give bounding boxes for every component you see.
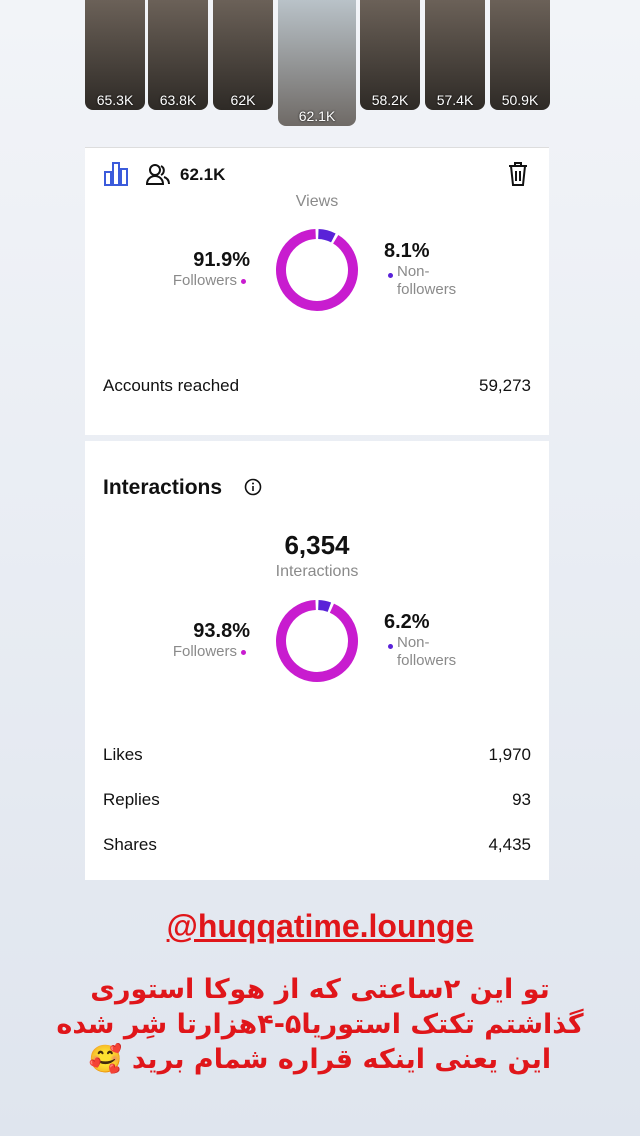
accounts-row: Accounts reached 59,273 <box>103 376 531 396</box>
non-followers-pct: 6.2% <box>384 611 430 633</box>
legend-dot <box>388 644 393 649</box>
followers-legend: 93.8% Followers <box>173 620 250 660</box>
story-views: 62K <box>230 92 256 108</box>
metric-label: Likes <box>103 745 143 764</box>
interactions-title: Interactions <box>103 476 223 499</box>
metric-row: Replies 93 <box>103 790 531 810</box>
non-followers-legend: 8.1% Non-followers <box>384 240 464 299</box>
story-thumb[interactable]: 57.4K <box>425 0 485 110</box>
handle[interactable]: @huqqatime.lounge <box>166 908 474 944</box>
interactions-section: Interactions 6,354 Interactions 93.8% Fol… <box>85 441 549 880</box>
metric-value: 93 <box>512 790 531 809</box>
story-views: 63.8K <box>159 92 197 108</box>
donut-segment <box>276 229 358 311</box>
metric-value: 4,435 <box>488 835 531 854</box>
story-thumb[interactable]: 58.2K <box>360 0 420 110</box>
metric-label: Shares <box>103 835 157 854</box>
value: 59,273 <box>479 376 531 395</box>
info-icon[interactable] <box>244 478 262 496</box>
story-views: 62.1K <box>298 108 336 124</box>
viewers-icon[interactable] <box>145 162 171 186</box>
story-views: 57.4K <box>436 92 474 108</box>
story-views: 50.9K <box>501 92 539 108</box>
donut-chart <box>276 600 358 682</box>
toolbar: 62.1K <box>85 147 549 201</box>
donut-segment <box>317 229 336 243</box>
followers-pct: 93.8% <box>193 620 250 642</box>
label: Accounts reached <box>103 376 240 395</box>
story-thumb[interactable]: 62K <box>213 0 273 110</box>
donut-segment <box>276 600 358 682</box>
followers-label: Followers <box>173 272 250 289</box>
followers-legend: 91.9% Followers <box>173 249 250 289</box>
story-thumb[interactable]: 62.1K <box>278 0 356 126</box>
metric-row: Likes 1,970 <box>103 745 531 765</box>
views-donut: 91.9% Followers 8.1% Non-followers <box>85 199 549 339</box>
metric-label: Replies <box>103 790 160 809</box>
delete-icon[interactable] <box>506 161 530 187</box>
followers-label: Followers <box>173 643 250 660</box>
views-section: Views 91.9% Followers 8.1% Non-followers Ac… <box>85 193 549 435</box>
interactions-total: 6,354 <box>284 530 350 560</box>
non-followers-label: Non-followers <box>384 634 464 670</box>
donut-chart <box>276 229 358 311</box>
label-text: Non-followers <box>397 263 457 298</box>
metric-row: Shares 4,435 <box>103 835 531 855</box>
views-heading: Views <box>295 193 339 207</box>
story-strip: 65.3K 63.8K 62K 62.1K 58.2K 57.4K 50.9K <box>0 0 640 130</box>
metric-value: 1,970 <box>488 745 531 764</box>
legend-dot <box>241 649 246 655</box>
followers-pct: 91.9% <box>193 249 250 271</box>
legend-dot <box>388 273 393 278</box>
label-text: Followers <box>172 643 237 660</box>
story-views: 65.3K <box>96 92 134 108</box>
label-text: Non-followers <box>397 634 457 669</box>
caption-line: گذاشتم تکتک استوریا۵-۴هزارتا شِر شده <box>56 1009 584 1040</box>
label-text: Followers <box>172 272 237 289</box>
caption-line: تو این ۲ساعتی که از هوکا استوری <box>90 974 550 1005</box>
non-followers-legend: 6.2% Non-followers <box>384 611 464 670</box>
caption-line: این یعنی اینکه قراره شمام برید 🥰 <box>88 1044 552 1075</box>
non-followers-pct: 8.1% <box>384 240 430 262</box>
story-thumb[interactable]: 63.8K <box>148 0 208 110</box>
non-followers-label: Non-followers <box>384 263 464 299</box>
interactions-donut: 93.8% Followers 6.2% Non-followers <box>85 570 549 710</box>
interactions-total-label: Interactions <box>275 563 359 580</box>
story-thumb[interactable]: 65.3K <box>85 0 145 110</box>
caption: تو این ۲ساعتی که از هوکا استوری گذاشتم تک… <box>0 972 640 1077</box>
story-views: 58.2K <box>371 92 409 108</box>
story-thumb[interactable]: 50.9K <box>490 0 550 110</box>
donut-segment <box>317 600 332 612</box>
insights-icon[interactable] <box>102 160 130 188</box>
legend-dot <box>241 278 246 284</box>
viewer-count: 62.1K <box>180 165 226 184</box>
